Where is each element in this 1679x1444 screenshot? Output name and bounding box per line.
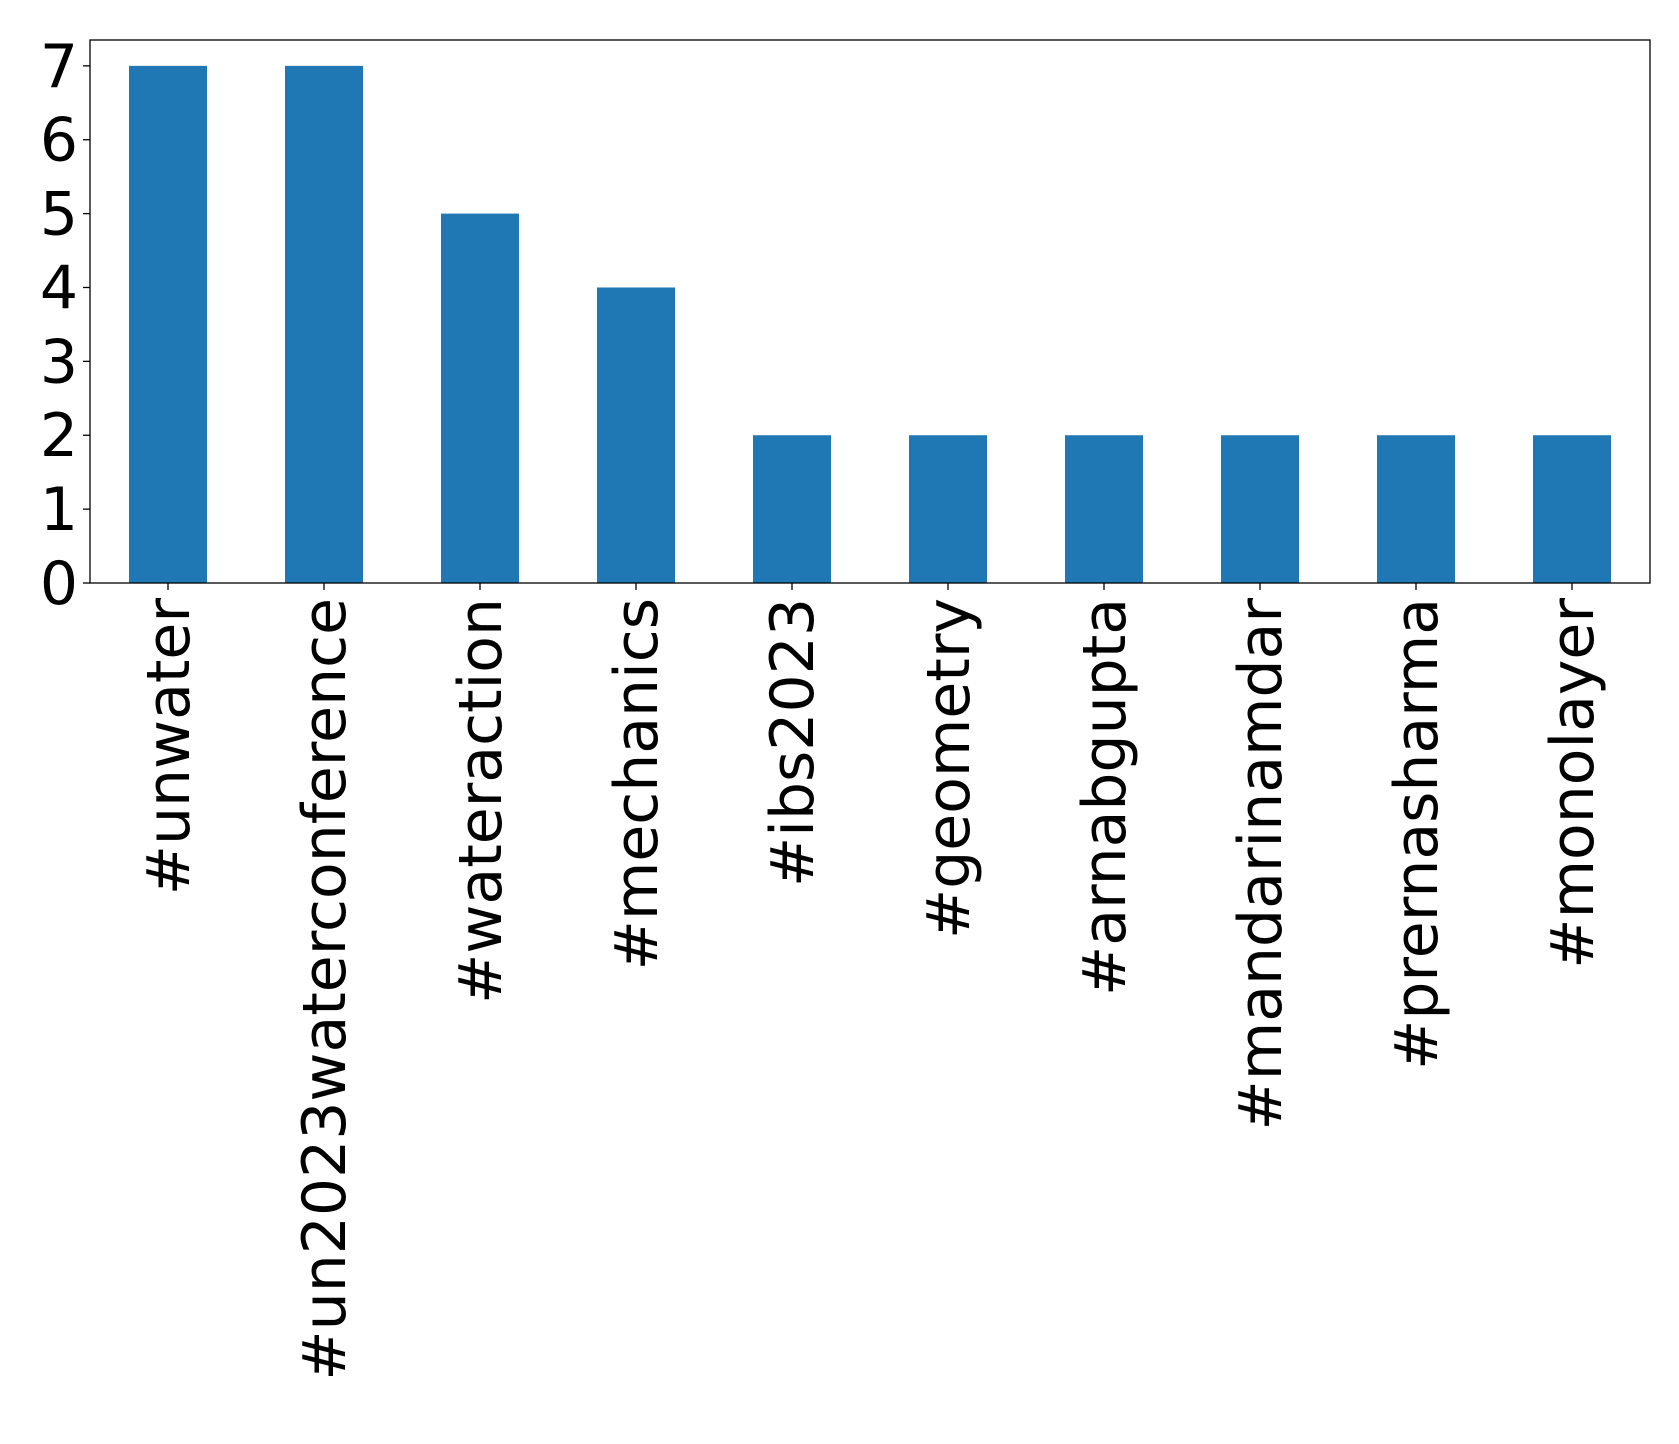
bar-ibs2023 [753,435,831,583]
bar-mandarinamdar [1221,435,1299,583]
bar-unwater [129,65,207,584]
bars-layer [129,65,1611,584]
bar-geometry [909,435,987,583]
y-tick-label: 6 [40,106,78,176]
x-tick-label: #arnabgupta [1070,598,1140,996]
bar-monolayer [1533,435,1611,583]
bar-wateraction [441,213,519,583]
bar-un2023waterconference [285,65,363,584]
y-tick-label: 7 [40,32,78,102]
x-axis-ticks: #unwater #un2023waterconference #wateracti… [134,583,1608,1381]
axes-frame [89,39,1651,584]
x-tick-label: #monolayer [1538,598,1608,969]
x-tick-label: #geometry [914,598,984,939]
x-tick-label: #unwater [134,598,204,896]
x-tick-label: #wateraction [446,598,516,1004]
y-tick-label: 1 [40,475,78,545]
x-tick-label: #ibs2023 [758,598,828,887]
y-tick-label: 2 [40,401,78,471]
x-tick-label: #mechanics [602,598,672,970]
y-tick-label: 3 [40,327,78,397]
y-tick-label: 4 [40,253,78,323]
bar-arnabgupta [1065,435,1143,583]
bar-mechanics [597,287,675,583]
x-tick-label: #prernasharma [1382,598,1452,1070]
y-tick-label: 0 [40,549,78,619]
x-tick-label: #mandarinamdar [1226,598,1296,1131]
y-tick-label: 5 [40,180,78,250]
bar-prernasharma [1377,435,1455,583]
x-tick-label: #un2023waterconference [290,598,360,1381]
